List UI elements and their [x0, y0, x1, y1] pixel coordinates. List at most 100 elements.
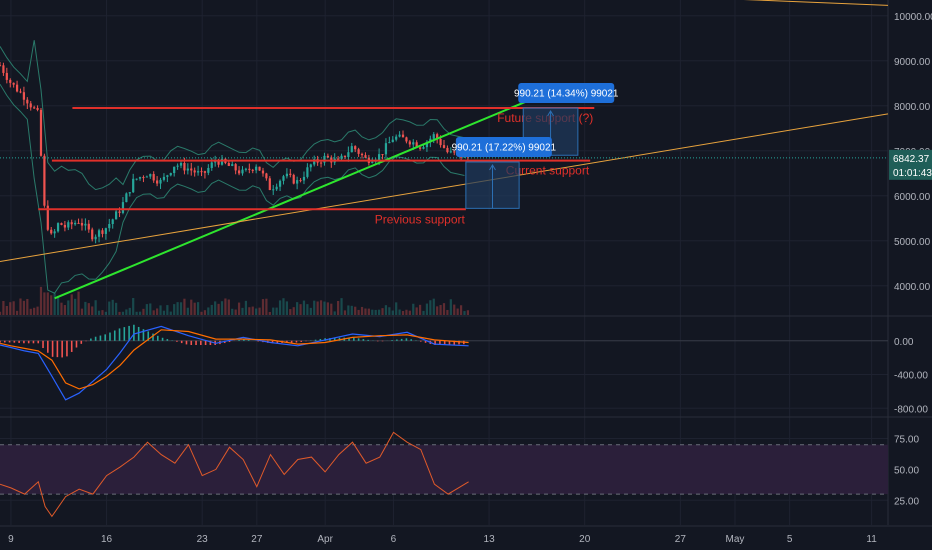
candle-body: [313, 159, 316, 165]
arrow-head-icon: [489, 164, 496, 171]
candle-body: [74, 222, 77, 225]
volume-bar: [432, 298, 435, 315]
time-scale[interactable]: 9 16 23 27 Apr 6 13 20 27 May 5 11: [8, 534, 877, 545]
candle-body: [401, 134, 405, 138]
price-range-label: 990.21 (14.34%) 99021: [514, 89, 619, 100]
volume-bar: [343, 310, 347, 315]
volume-bar: [207, 307, 210, 315]
price-tick-label: 10000.00: [894, 12, 932, 23]
volume-bar: [354, 306, 357, 315]
candle-body: [302, 176, 306, 181]
candle-body: [371, 161, 374, 163]
candle-body: [125, 193, 128, 203]
volume-bar: [91, 306, 94, 315]
candle-body: [50, 229, 53, 234]
candle-body: [43, 155, 46, 206]
volume-bar: [74, 298, 77, 315]
candle-body: [248, 168, 251, 170]
volume-bar: [63, 305, 67, 315]
time-tick-label: 9: [8, 534, 14, 545]
candle-body: [272, 189, 275, 191]
price-tick-label: 6000.00: [894, 192, 931, 203]
signal-line: [0, 329, 469, 390]
time-tick-label: Apr: [317, 534, 333, 545]
candle-body: [449, 151, 452, 153]
volume-bar: [316, 301, 319, 315]
candle-body: [214, 160, 217, 163]
candle-body: [91, 229, 94, 240]
volume-bar: [9, 302, 12, 315]
candle-body: [442, 145, 446, 148]
last-price-tag[interactable]: [889, 149, 932, 180]
candle-body: [118, 211, 121, 213]
candle-body: [299, 180, 302, 182]
candle-body: [94, 236, 97, 240]
volume-bar: [367, 308, 370, 315]
volume-bar: [101, 310, 104, 315]
volume-bar: [149, 303, 152, 315]
candle-body: [282, 176, 285, 181]
volume-bar: [132, 298, 135, 315]
rsi-panel[interactable]: [0, 431, 888, 518]
volume-bar: [319, 300, 323, 315]
volume-bar: [210, 304, 213, 315]
candle-body: [289, 173, 292, 175]
volume-bar: [56, 295, 60, 315]
volume-bar: [159, 305, 162, 315]
volume-bar: [278, 300, 282, 315]
volume-bar: [104, 311, 107, 315]
candle-body: [190, 168, 193, 171]
candle-body: [268, 178, 271, 191]
candle-body: [9, 79, 12, 83]
candle-body: [2, 65, 5, 73]
volume-bar: [326, 302, 329, 315]
volume-bar: [364, 308, 367, 315]
candle-body: [84, 223, 87, 226]
time-tick-label: May: [726, 534, 745, 545]
trend-line-uptrend[interactable]: [54, 98, 531, 300]
rsi-tick-label: 50.00: [894, 465, 919, 476]
rsi-tick-label: 25.00: [894, 496, 919, 507]
candle-body: [350, 146, 353, 153]
volume-bar: [118, 311, 121, 315]
candle-body: [70, 222, 73, 225]
candle-body: [67, 222, 70, 228]
candle-body: [166, 175, 169, 177]
candle-body: [179, 162, 183, 166]
candle-body: [183, 162, 186, 171]
candle-body: [15, 84, 19, 92]
volume-bar: [22, 300, 26, 315]
candle-body: [439, 138, 442, 146]
candle-body: [360, 153, 364, 156]
volume-bar: [77, 291, 80, 315]
candle-body: [377, 154, 381, 160]
price-panel[interactable]: [0, 40, 470, 294]
macd-panel[interactable]: [0, 324, 888, 401]
time-tick-label: 5: [787, 534, 793, 545]
time-tick-label: 23: [197, 534, 209, 545]
volume-bar: [446, 309, 449, 315]
macd-line: [0, 325, 469, 401]
volume-bar: [70, 294, 73, 315]
candle-body: [186, 168, 189, 171]
macd-tick-label: 0.00: [894, 337, 914, 348]
volume-bar: [405, 309, 408, 315]
trend-line-top-orange[interactable]: [701, 0, 889, 6]
drawing-overlays[interactable]: Future support (?)Current supportPreviou…: [0, 0, 889, 300]
volume-bar: [350, 305, 353, 315]
bar-countdown: 01:01:43: [893, 168, 932, 179]
volume-bar: [439, 304, 442, 315]
price-scale[interactable]: 10000.009000.008000.007000.006000.005000…: [0, 12, 932, 508]
arrow-head-icon: [547, 110, 554, 117]
volume-bar: [128, 307, 131, 315]
candle-body: [60, 223, 63, 225]
support-label: Previous support: [375, 212, 466, 226]
support-label: Current support: [506, 164, 590, 178]
volume-bar: [261, 299, 265, 315]
candle-body: [203, 171, 207, 173]
candle-body: [388, 142, 391, 144]
trend-line-long-orange[interactable]: [0, 113, 889, 262]
candle-body: [63, 224, 67, 228]
volume-bar: [142, 308, 145, 315]
